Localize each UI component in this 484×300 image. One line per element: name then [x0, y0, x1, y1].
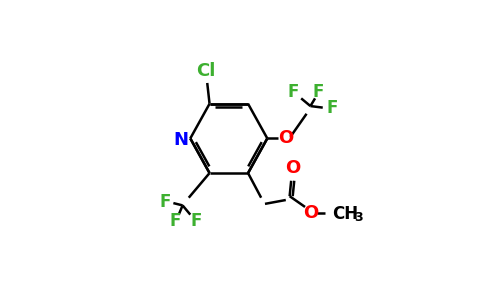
- Text: O: O: [285, 159, 301, 177]
- Text: N: N: [174, 131, 189, 149]
- Text: CH: CH: [332, 205, 358, 223]
- Text: F: F: [288, 83, 299, 101]
- Text: F: F: [313, 83, 324, 101]
- Text: F: F: [160, 193, 171, 211]
- Text: F: F: [191, 212, 202, 230]
- Text: O: O: [303, 204, 319, 222]
- Text: F: F: [169, 212, 181, 230]
- Text: Cl: Cl: [196, 62, 215, 80]
- Text: 3: 3: [355, 211, 363, 224]
- Text: F: F: [326, 99, 338, 117]
- Text: O: O: [278, 129, 293, 147]
